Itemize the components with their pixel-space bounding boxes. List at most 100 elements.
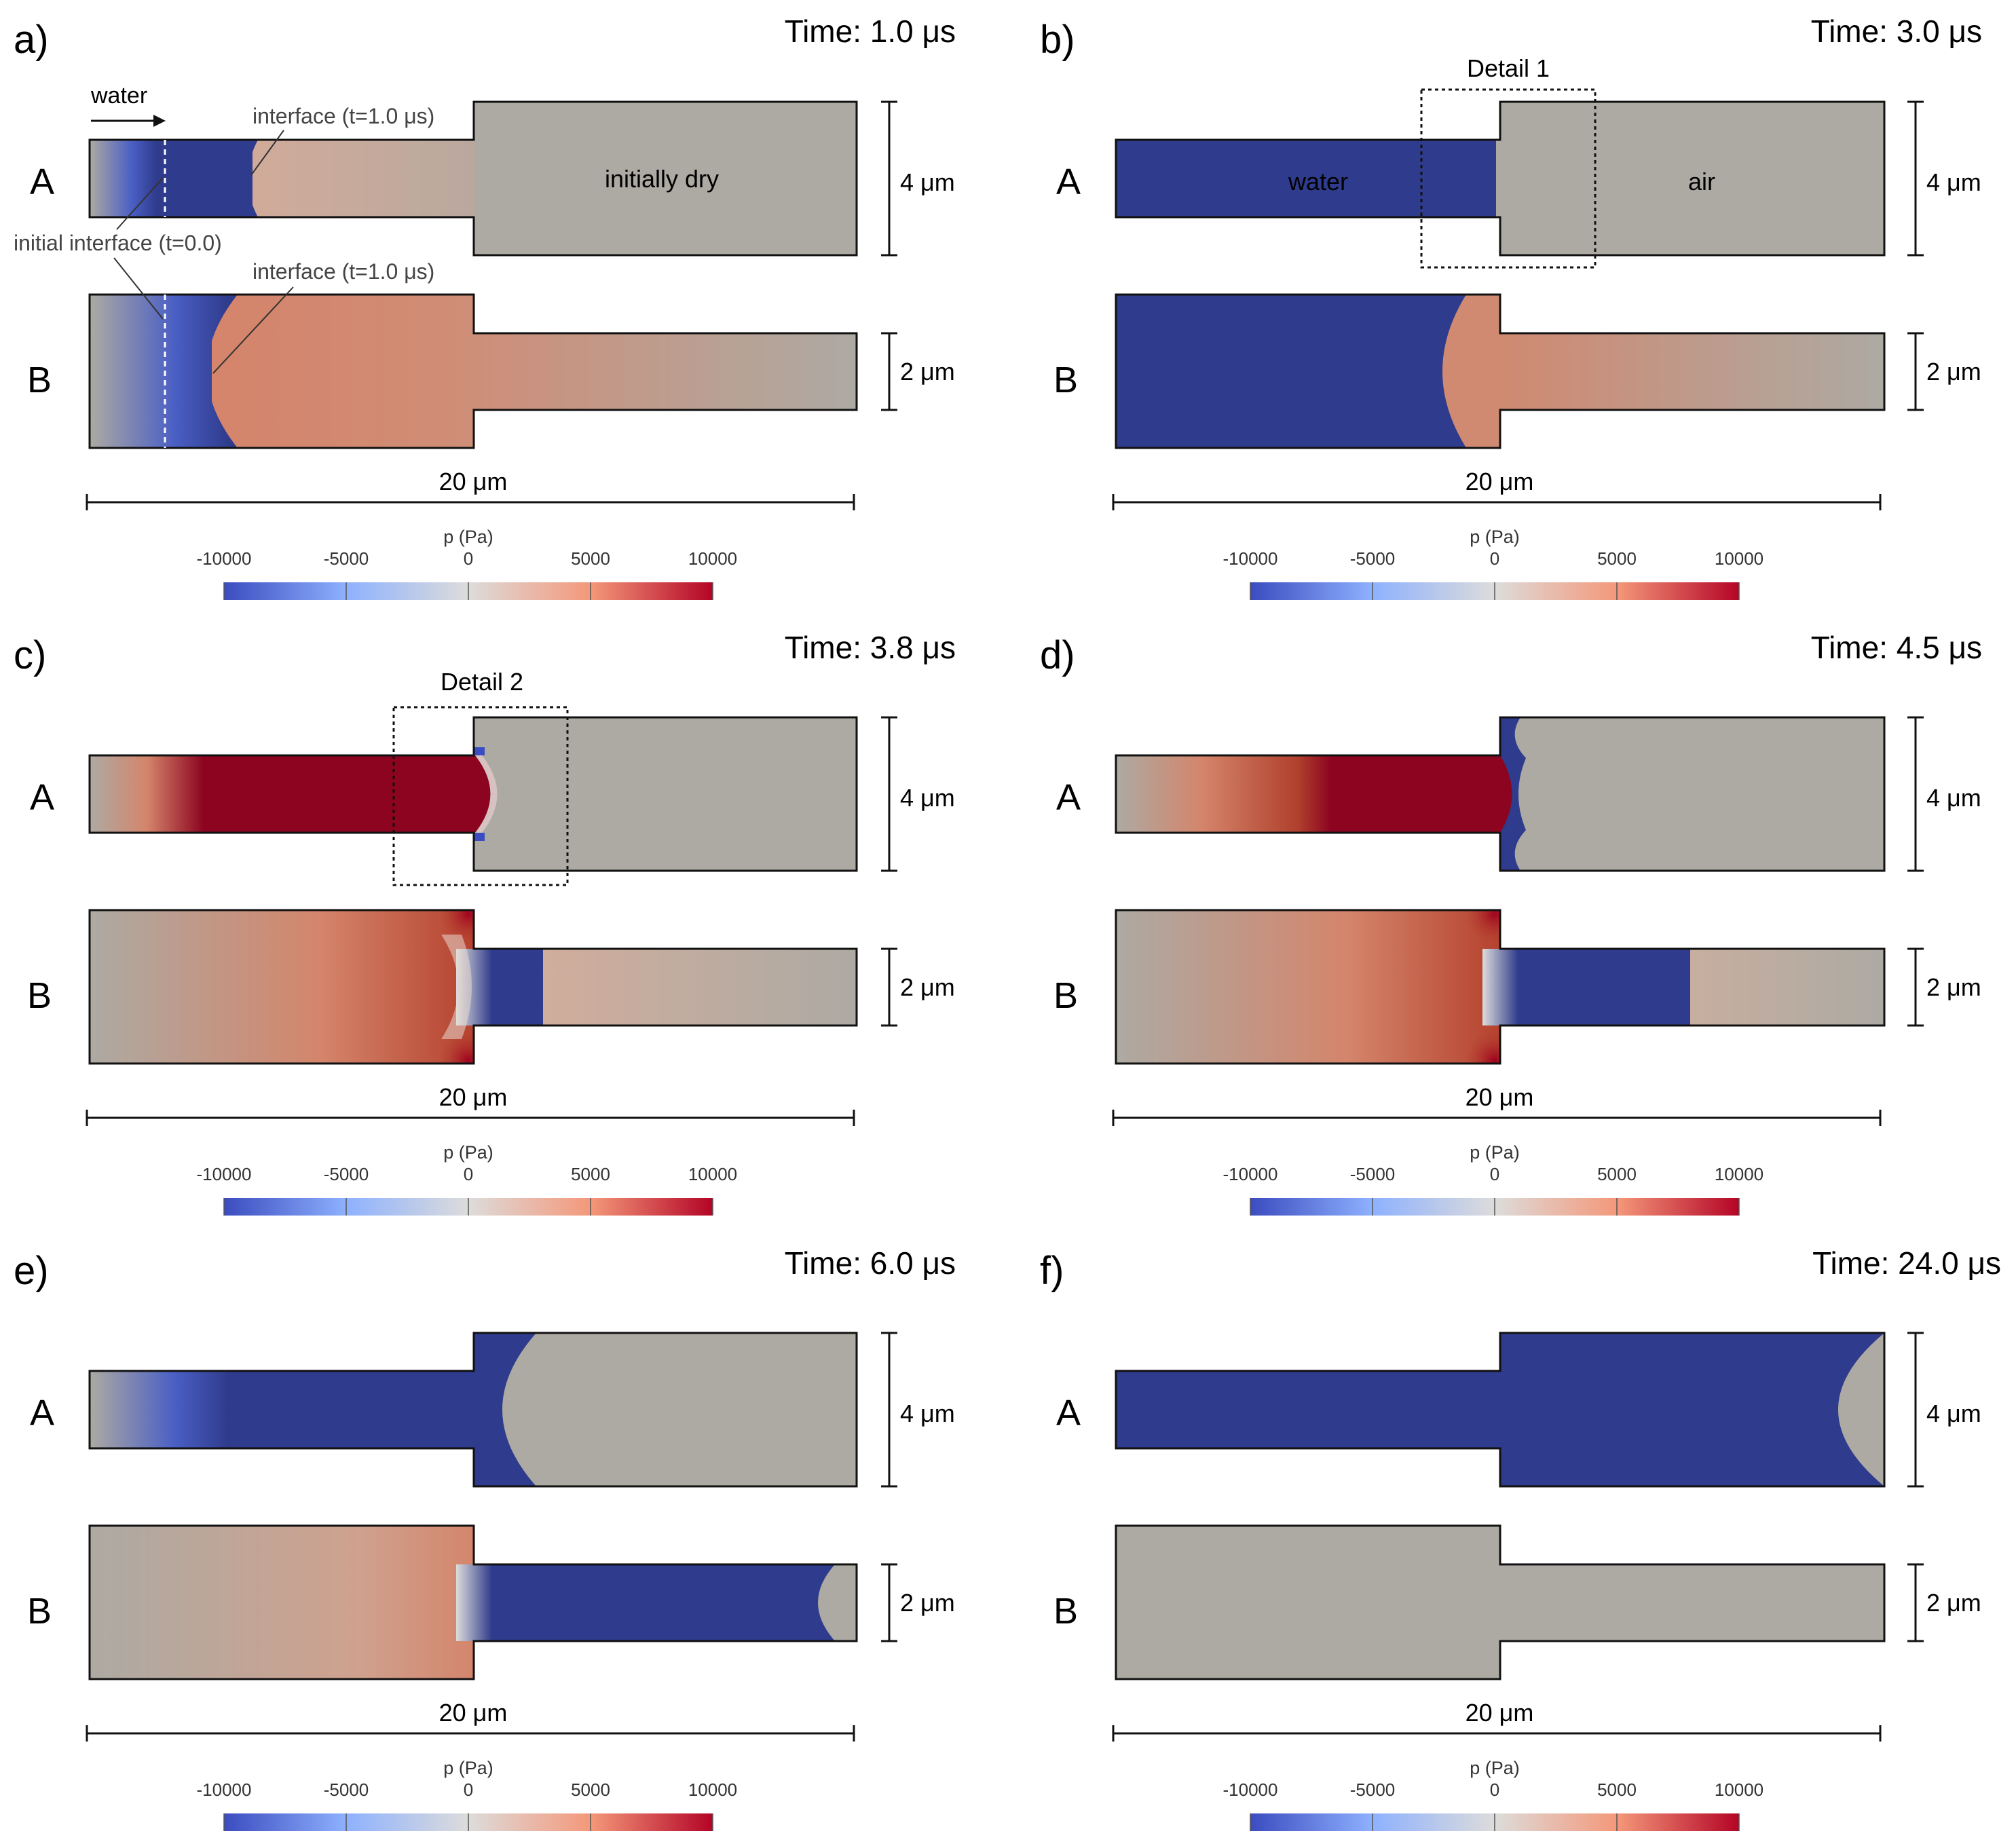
- height-label-a: 4 μm: [1926, 784, 1981, 812]
- colorbar-tick-label: 0: [1490, 1780, 1499, 1800]
- channel-a: [1116, 102, 1884, 255]
- colorbar-tick-label: 5000: [571, 1780, 610, 1800]
- initial-interface-label: initial interface (t=0.0): [14, 231, 222, 255]
- detail2-label: Detail 2: [441, 668, 523, 696]
- interface-label-b: interface (t=1.0 μs): [253, 259, 434, 284]
- colorbar-tick-label: 10000: [1715, 548, 1763, 569]
- colorbar-tick-label: -10000: [197, 1780, 252, 1800]
- row-label-b: B: [1053, 360, 1078, 400]
- colorbar-tick-label: -10000: [197, 548, 252, 569]
- height-label-b: 2 μm: [900, 358, 955, 385]
- row-label-b: B: [27, 1591, 52, 1632]
- row-label-a: A: [1056, 777, 1081, 818]
- channel-b-outline: [88, 293, 858, 449]
- channel-b-outline: [88, 1524, 858, 1680]
- panel-frame-3: A B 4 μm 2 μm 20 μm p (Pa) -10000 -5000 0 5000 100…: [1053, 716, 1981, 1216]
- row-label-b: B: [1053, 1591, 1078, 1632]
- time-label: Time: 24.0 μs: [1812, 1245, 2001, 1281]
- channel-a: [90, 1333, 857, 1486]
- height-label-a: 4 μm: [1926, 168, 1981, 196]
- colorbar-tick-label: 10000: [688, 1164, 737, 1184]
- colorbar-title: p (Pa): [1470, 527, 1520, 547]
- colorbar-title: p (Pa): [443, 1758, 493, 1778]
- colorbar-tick-label: 0: [464, 548, 473, 569]
- colorbar-tick-label: -10000: [1223, 1164, 1278, 1184]
- channel-b: [90, 1526, 857, 1679]
- panel-letter: c): [14, 633, 46, 677]
- colorbar-tick-label: -5000: [1350, 548, 1396, 569]
- channel-b: [90, 910, 857, 1064]
- colorbar-tick-label: 5000: [571, 548, 610, 569]
- time-label: Time: 4.5 μs: [1811, 630, 1982, 665]
- panel-letter: f): [1040, 1249, 1064, 1293]
- panel-f: f) Time: 24.0 μs: [1040, 1245, 2001, 1680]
- colorbar-tick-label: 0: [464, 1164, 473, 1184]
- initially-dry-label: initially dry: [605, 165, 719, 193]
- colorbar-tick-label: 5000: [1597, 548, 1637, 569]
- colorbar-tick-label: -5000: [1350, 1780, 1396, 1800]
- colorbar-tick-label: -5000: [324, 548, 369, 569]
- channel-b-outline: [1115, 293, 1886, 449]
- colorbar-title: p (Pa): [443, 1142, 493, 1163]
- channel-b: [90, 295, 857, 448]
- height-label-b: 2 μm: [900, 973, 955, 1001]
- colorbar-tick-label: -10000: [197, 1164, 252, 1184]
- colorbar-tick-label: 10000: [688, 1780, 737, 1800]
- detail1-label: Detail 1: [1467, 54, 1550, 82]
- channel-a-outline: [88, 1332, 858, 1488]
- colorbar-tick-label: 0: [1490, 548, 1499, 569]
- channel-b-outline: [1115, 909, 1886, 1065]
- row-label-a: A: [30, 162, 54, 202]
- row-label-a: A: [30, 1393, 54, 1433]
- colorbar-tick-label: -5000: [324, 1164, 369, 1184]
- flow-arrow-head: [153, 115, 166, 127]
- width-label: 20 μm: [1466, 468, 1534, 495]
- panel-letter: d): [1040, 633, 1075, 677]
- height-label-a: 4 μm: [900, 784, 955, 812]
- panel-frame-4: A B 4 μm 2 μm 20 μm p (Pa) -10000 -5000 0 5000 100…: [27, 1332, 955, 1831]
- repeated-elements: A B 4 μm 2 μm 20 μm p (Pa) -10000 -5000 0 5000 100…: [27, 100, 1981, 1831]
- height-label-b: 2 μm: [1926, 1589, 1981, 1617]
- row-label-a: A: [1056, 1393, 1081, 1433]
- width-label: 20 μm: [439, 1083, 508, 1111]
- height-label-a: 4 μm: [900, 168, 955, 196]
- row-label-b: B: [1053, 975, 1078, 1016]
- panel-c: c) Time: 3.8 μs: [14, 630, 956, 1065]
- panel-d: d) Time: 4.5 μs: [1040, 630, 1982, 1065]
- colorbar-tick-label: -10000: [1223, 548, 1278, 569]
- colorbar-tick-label: 10000: [1715, 1164, 1763, 1184]
- air-label: air: [1688, 168, 1715, 195]
- colorbar-title: p (Pa): [1470, 1758, 1520, 1778]
- panel-letter: b): [1040, 18, 1075, 62]
- height-label-b: 2 μm: [1926, 973, 1981, 1001]
- colorbar-tick-label: -5000: [324, 1780, 369, 1800]
- width-label: 20 μm: [1466, 1083, 1534, 1111]
- height-label-a: 4 μm: [900, 1399, 955, 1427]
- colorbar-tick-label: 5000: [1597, 1164, 1637, 1184]
- channel-a-outline: [1115, 100, 1886, 257]
- channel-a-outline: [1115, 716, 1886, 872]
- colorbar-tick-label: 10000: [688, 548, 737, 569]
- height-label-b: 2 μm: [1926, 358, 1981, 385]
- colorbar-title: p (Pa): [1470, 1142, 1520, 1163]
- detail2-box: [392, 706, 569, 886]
- height-label-b: 2 μm: [900, 1589, 955, 1617]
- panel-frame-1: A B 4 μm 2 μm 20 μm p (Pa) -10000 -5000 0 5000 100…: [1053, 100, 1981, 600]
- row-label-a: A: [30, 777, 54, 818]
- width-label: 20 μm: [1466, 1699, 1534, 1727]
- colorbar-tick-label: 10000: [1715, 1780, 1763, 1800]
- colorbar-tick-label: 0: [464, 1780, 473, 1800]
- time-label: Time: 1.0 μs: [785, 14, 956, 49]
- colorbar-tick-label: 0: [1490, 1164, 1499, 1184]
- colorbar-tick-label: -5000: [1350, 1164, 1396, 1184]
- detail1-box: [1420, 88, 1597, 269]
- channel-a-outline: [88, 100, 858, 257]
- panel-letter: e): [14, 1249, 49, 1293]
- panel-frame-2: A B 4 μm 2 μm 20 μm p (Pa) -10000 -5000 0 5000 100…: [27, 716, 955, 1216]
- panel-letter: a): [14, 18, 49, 62]
- row-label-b: B: [27, 360, 52, 400]
- panel-e: e) Time: 6.0 μs: [14, 1245, 956, 1680]
- interface-label-a: interface (t=1.0 μs): [253, 104, 434, 128]
- channel-b-outline: [1115, 1524, 1886, 1680]
